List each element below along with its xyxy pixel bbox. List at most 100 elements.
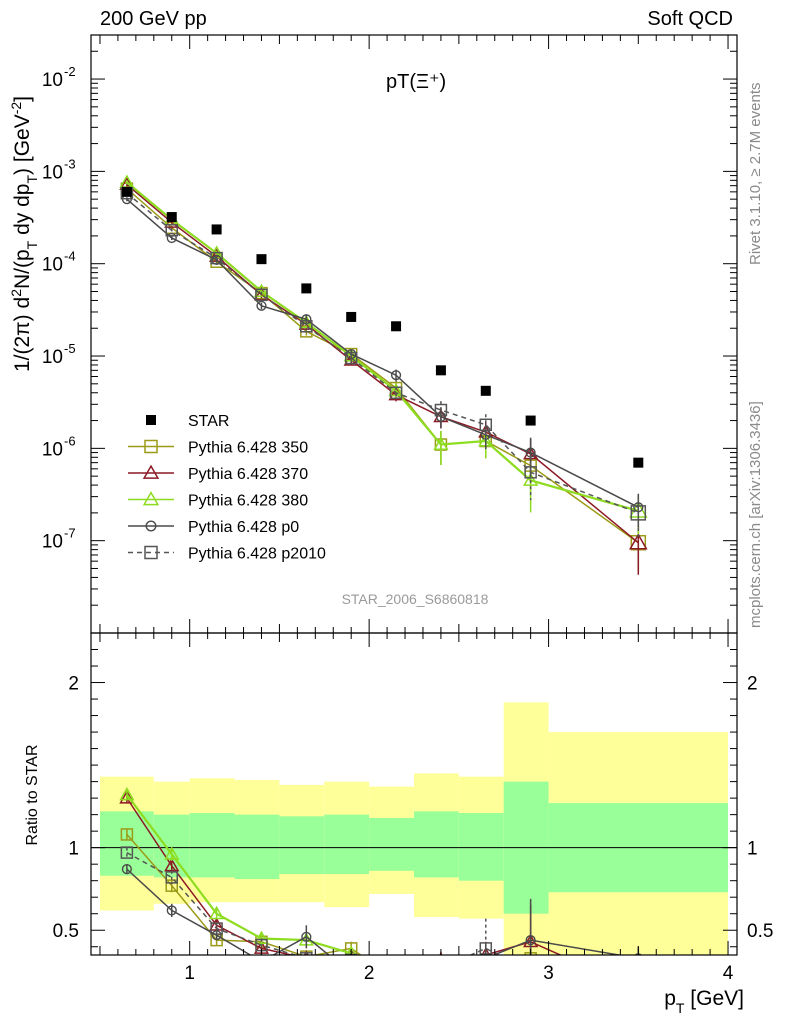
ratio-tick-left-1: 1 (68, 839, 79, 860)
ratio-point-1-10 (632, 983, 645, 994)
main-point-4-4 (300, 320, 313, 333)
main-point-4-5 (344, 351, 358, 365)
ratio-point-3-0 (121, 864, 132, 875)
main-series-star (121, 186, 644, 468)
ratio-tick-right-0.5: 0.5 (747, 921, 773, 942)
legend: STAR Pythia 6.428 350 Pythia 6.428 370 Pyth… (128, 413, 326, 563)
y-tick-label--4: 10 (42, 255, 63, 276)
legend-entry-5: Pythia 6.428 p2010 (128, 546, 326, 563)
ratio-tick-left-2: 2 (68, 674, 79, 695)
main-frame (90, 34, 738, 634)
y-label-part-8: ) [GeV (11, 114, 34, 175)
y-label-part-4: N/(p (11, 249, 34, 289)
ratio-series-3 (121, 864, 643, 979)
ratio-point-3-3 (257, 957, 266, 966)
ratio-line-3 (126, 868, 624, 955)
analysis-label: STAR_2006_S6860818 (342, 591, 489, 607)
y-label-part-9: -2 (8, 102, 24, 115)
ratio-point-0-6 (391, 974, 402, 985)
y-tick-label--2: 10 (42, 70, 63, 91)
main-point-1-10 (628, 533, 648, 550)
x-tick-label-3: 3 (543, 963, 554, 984)
ratio-point-2-9 (524, 970, 537, 981)
ratio-point-4-2 (210, 922, 223, 935)
header-left: 200 GeV pp (100, 8, 207, 30)
main-point-4-2 (210, 251, 223, 265)
ratio-point-4-6 (391, 976, 402, 987)
ratio-point-4-10 (633, 959, 644, 970)
main-point-4-9 (524, 466, 537, 479)
ratio-point-4-9 (525, 966, 536, 977)
ratio-point-3-1 (166, 905, 177, 916)
header-right: Soft QCD (647, 8, 733, 30)
y-tick-exp--4: -4 (64, 249, 76, 264)
x-label-main: p (664, 987, 676, 1010)
y-label-part-7: T (24, 175, 40, 184)
y-label-part-1: π (11, 321, 34, 336)
legend-label-1: Pythia 6.428 350 (188, 440, 308, 457)
ratio-point-3-6 (394, 954, 398, 955)
y-tick-label--6: 10 (42, 439, 63, 460)
legend-label-0: STAR (188, 413, 229, 430)
main-point-3-6 (390, 370, 402, 381)
y-tick-exp--3: -3 (64, 156, 76, 171)
ratio-point-3-4 (301, 931, 312, 942)
ratio-uncertainty-bands (99, 702, 729, 955)
legend-entry-1: Pythia 6.428 350 (128, 440, 308, 457)
y-tick-exp--5: -5 (64, 341, 76, 356)
main-point-4-3 (255, 288, 268, 302)
ratio-point-2-5 (345, 945, 357, 955)
legend-entry-2: Pythia 6.428 370 (128, 464, 308, 483)
plot-title: pT(Ξ⁺) (386, 71, 446, 93)
ratio-y-axis-label: Ratio to STAR (24, 744, 41, 845)
main-series-4 (120, 186, 647, 537)
legend-marker-4 (145, 520, 157, 532)
x-label-sub: T (676, 1000, 685, 1016)
x-label-unit: [GeV] (684, 987, 744, 1010)
ratio-point-4-8 (479, 942, 493, 955)
legend-entry-4: Pythia 6.428 p0 (128, 519, 299, 536)
main-point-2-3 (253, 283, 270, 297)
ratio-point-2-6 (390, 970, 403, 981)
legend-entry-0: STAR (146, 413, 229, 430)
x-axis-label: pT [GeV] (664, 987, 744, 1016)
band-inner-8 (458, 812, 504, 881)
y-tick-label--3: 10 (42, 162, 63, 183)
main-point-4-7 (434, 403, 448, 417)
legend-marker-1 (144, 439, 158, 454)
ratio-point-2-3 (253, 930, 270, 944)
x-tick-label-1: 1 (184, 963, 195, 984)
ratio-point-0-7 (435, 981, 446, 992)
ratio-point-0-1 (165, 879, 178, 892)
legend-entry-3: Pythia 6.428 380 (128, 491, 308, 510)
main-point-3-1 (166, 232, 177, 244)
main-point-4-10 (630, 505, 647, 521)
y-label-part-0: 1/(2 (11, 336, 34, 372)
band-inner-3 (234, 814, 280, 880)
y-label-part-5: T (24, 240, 40, 249)
main-series-1 (119, 176, 648, 575)
ratio-point-2-1 (164, 846, 180, 860)
main-point-4-8 (479, 418, 493, 432)
legend-marker-2 (142, 464, 160, 479)
ratio-point-1-6 (390, 977, 403, 988)
main-point-4-1 (165, 224, 178, 237)
ratio-frame (90, 632, 738, 956)
rivet-label: Rivet 3.1.10, ≥ 2.7M events (747, 83, 764, 266)
main-y-axis-label: 1/(2π) d2N/(pT dy dpT) [GeV-2] (8, 96, 40, 372)
ratio-point-3-7 (437, 970, 446, 979)
main-line-3 (126, 198, 639, 508)
legend-marker-5 (144, 545, 158, 560)
ratio-point-1-1 (164, 857, 180, 872)
y-label-part-6: dy dp (11, 184, 34, 241)
star-point-1 (166, 212, 177, 223)
band-inner-6 (369, 817, 414, 871)
x-tick-label-2: 2 (364, 963, 375, 984)
ratio-tick-left-0.5: 0.5 (53, 921, 79, 942)
legend-marker-0 (146, 415, 156, 425)
ratio-point-3-9 (525, 935, 536, 946)
y-label-part-3: 2 (8, 289, 24, 297)
ratio-point-3-5 (347, 969, 356, 978)
ratio-tick-right-2: 2 (747, 674, 758, 695)
y-tick-exp--7: -7 (64, 526, 76, 541)
